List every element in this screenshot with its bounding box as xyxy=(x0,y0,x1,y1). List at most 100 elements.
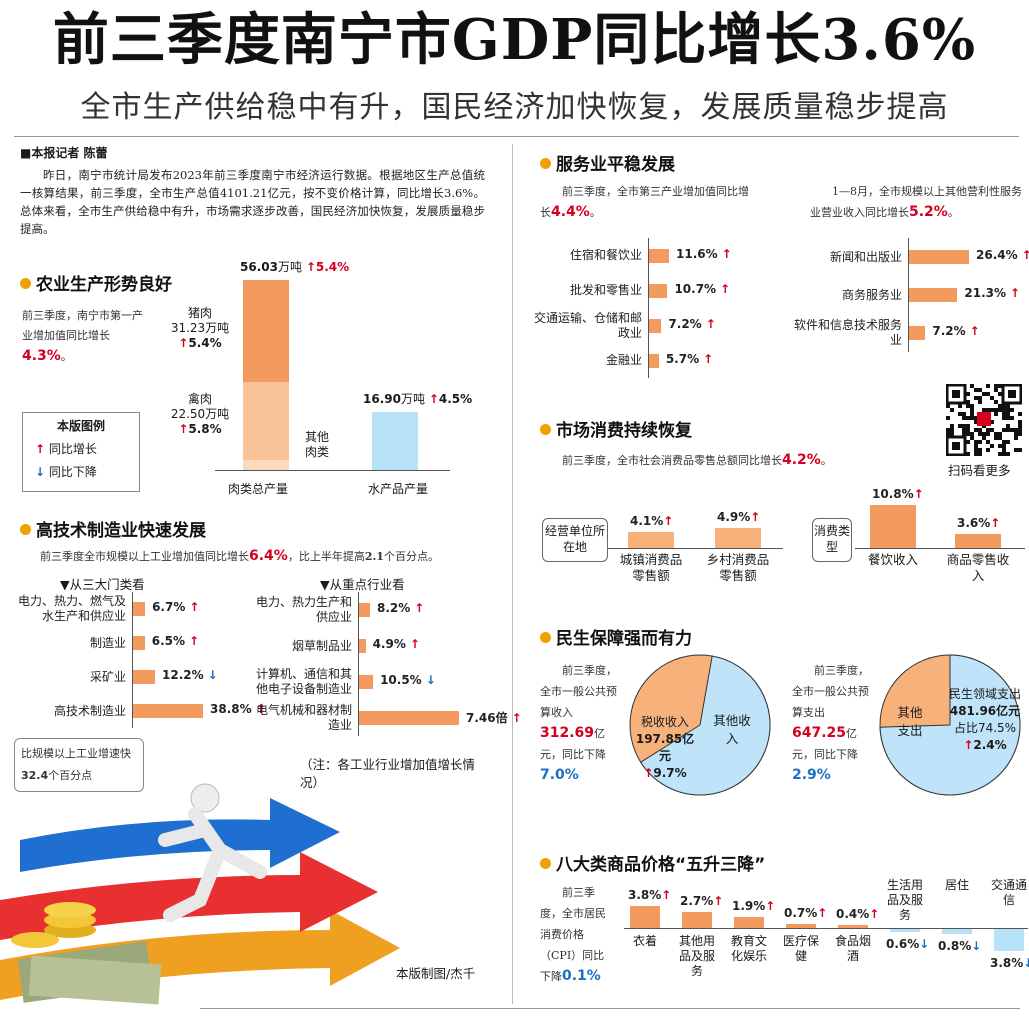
cpi-chart: 3.8%↑ 衣着 2.7%↑ 其他用品及服务 1.9%↑ 教育文化娱乐 0.7%↑ 医疗保健 0… xyxy=(620,876,1029,1006)
bar-value: 1.9%↑ xyxy=(732,899,776,913)
consume-text: 前三季度，全市社会消费品零售总额同比增长4.2%。 xyxy=(562,452,832,468)
bar-label: 电力、热力生产和供应业 xyxy=(255,595,352,624)
arrow-up-icon: ↑ xyxy=(1021,248,1029,262)
arrow-up-icon: ↑ xyxy=(705,316,716,331)
bar xyxy=(133,704,203,718)
bar-value: 11.6% ↑ xyxy=(676,246,732,261)
bar-value: 7.2% ↑ xyxy=(932,324,980,338)
pie-slice xyxy=(640,655,771,796)
bar-label: 衣着 xyxy=(632,934,657,948)
arrow-up-icon: ↑ xyxy=(663,513,674,528)
bullet-icon xyxy=(540,632,551,643)
revenue-text: 前三季度，全市一般公共预算收入312.69亿元，同比下降7.0% xyxy=(540,664,617,783)
agri-heading: 农业生产形势良好 xyxy=(20,270,172,295)
meat-axis-label: 肉类总产量 xyxy=(228,482,289,496)
chart-axis xyxy=(648,238,649,378)
arrow-up-icon: ↑ xyxy=(661,888,672,902)
chart-axis xyxy=(908,238,909,352)
service-right-text: 1—8月，全市规模以上其他营利性服务业营业收入同比增长5.2%。 xyxy=(810,185,1022,220)
arrow-up-icon: ↑ xyxy=(913,486,924,501)
consume-cat1: 经营单位所在地 xyxy=(542,518,608,562)
illustration xyxy=(0,783,400,1005)
bar-label: 食品烟酒 xyxy=(834,934,871,963)
arrow-up-icon: ↑ xyxy=(817,905,828,920)
pork-label: 猪肉 31.23万吨 ↑5.4% xyxy=(170,306,230,350)
qr-code-icon[interactable] xyxy=(946,384,1022,456)
meat-total-label: 56.03万吨 ↑5.4% xyxy=(240,260,350,274)
other-expenditure-label: 其他支出 xyxy=(897,705,923,738)
bar-label: 乡村消费品零售额 xyxy=(706,552,770,583)
bar xyxy=(649,283,668,298)
bar-label: 商务服务业 xyxy=(841,287,902,302)
bar xyxy=(359,675,374,689)
bar-value: 7.46倍 ↑ xyxy=(466,711,522,725)
bar xyxy=(955,533,1001,548)
column-divider xyxy=(512,144,513,1004)
bar-value: 4.1%↑ xyxy=(630,513,674,528)
bar-value: 5.7% ↑ xyxy=(665,351,714,366)
graphic-credit: 本版制图/杰千 xyxy=(396,966,476,981)
arrow-down-icon: ↓ xyxy=(919,937,930,952)
bar-value: 10.5% ↓ xyxy=(380,673,436,687)
livelihood-label: 民生领域支出 481.96亿元 占比74.5% ↑2.4% xyxy=(948,687,1021,752)
agri-axis xyxy=(215,470,450,471)
service-right-chart: 新闻和出版业 26.4% ↑ 商务服务业 21.3% ↑ 软件和信息技术服务业 7.2% ↑ xyxy=(790,238,1029,358)
expenditure-pie xyxy=(879,654,1021,796)
arrow-up-icon: ↑ xyxy=(869,907,880,921)
bar xyxy=(649,248,669,263)
service-left-text: 前三季度，全市第三产业增加值同比增长4.4%。 xyxy=(540,185,749,220)
bullet-icon xyxy=(20,278,31,289)
arrow-up-icon: ↑ xyxy=(511,711,522,725)
bar-label: 金融业 xyxy=(605,353,642,367)
bar-label: 城镇消费品零售额 xyxy=(619,552,683,583)
bar-label: 电力、热力、燃气及水生产和供应业 xyxy=(17,594,126,623)
arrow-up-icon: ↑ xyxy=(969,324,980,338)
bar xyxy=(359,639,366,653)
tax-label: 税收收入 197.85亿元 ↑9.7% xyxy=(635,715,695,780)
bar-value: 6.7% ↑ xyxy=(152,600,200,614)
qr-label: 扫码看更多 xyxy=(948,463,1011,478)
pie-slice xyxy=(879,654,1021,796)
arrow-down-icon: ↓ xyxy=(1023,956,1029,970)
bar xyxy=(628,531,674,548)
bar-value: 0.4%↑ xyxy=(836,907,880,921)
bar-label: 医疗保健 xyxy=(782,934,819,963)
bar-value: 4.9%↑ xyxy=(372,637,420,651)
bar-label: 住宿和餐饮业 xyxy=(569,248,642,262)
tech-bubble: 比规模以上工业增速快32.4个百分点 xyxy=(14,738,144,792)
bar-value: 3.8%↓ xyxy=(990,956,1029,970)
service-left-chart: 住宿和餐饮业 11.6% ↑ 批发和零售业 10.7% ↑ 交通运输、仓储和邮政业 7.2% ↑… xyxy=(530,238,780,378)
subheadline: 全市生产供给稳中有升，国民经济加快恢复，发展质量稳步提高 xyxy=(80,90,949,125)
cpi-heading: 八大类商品价格“五升三降” xyxy=(540,850,765,875)
bar-value: 12.2% ↓ xyxy=(162,668,218,682)
poultry-label: 禽肉 22.50万吨 ↑5.8% xyxy=(170,392,230,436)
bar xyxy=(890,929,920,933)
arrow-up-icon: ↑ xyxy=(1010,286,1021,300)
bar-label: 采矿业 xyxy=(89,669,126,684)
bar xyxy=(909,288,958,302)
arrow-up-icon: ↑ xyxy=(750,510,761,525)
bullet-icon xyxy=(540,424,551,435)
arrow-up-icon: ↑ xyxy=(255,702,266,716)
arrow-up-icon: ↑ xyxy=(720,281,731,296)
expenditure-text: 前三季度，全市一般公共预算支出647.25亿元，同比下降2.9% xyxy=(792,664,869,783)
bar-value: 21.3% ↑ xyxy=(964,286,1021,300)
bar xyxy=(630,906,660,928)
welfare-heading: 民生保障强而有力 xyxy=(540,624,692,649)
bar xyxy=(838,925,868,928)
aqua-axis-label: 水产品产量 xyxy=(368,482,429,496)
bar-value: 0.8%↓ xyxy=(938,938,982,953)
bar xyxy=(870,504,916,548)
bar-label: 交通运输、仓储和邮政业 xyxy=(533,310,642,340)
bar-value: 38.8% ↑ xyxy=(210,702,266,716)
bar xyxy=(734,917,764,928)
aqua-label: 16.90万吨 ↑4.5% xyxy=(363,392,473,406)
bar-value: 3.6%↑ xyxy=(957,515,1001,530)
bar-label: 其他用品及服务 xyxy=(678,934,715,978)
bar-value: 0.6%↓ xyxy=(886,937,930,952)
intro-paragraph: 昨日，南宁市统计局发布2023年前三季度南宁市经济运行数据。根据地区生产总值统一… xyxy=(20,168,485,236)
bullet-icon xyxy=(540,158,551,169)
consume-heading: 市场消费持续恢复 xyxy=(540,416,692,441)
arrow-down-icon: ↓ xyxy=(35,465,46,479)
tech-note: （注：各工业行业增加值增长情况） xyxy=(300,757,476,790)
